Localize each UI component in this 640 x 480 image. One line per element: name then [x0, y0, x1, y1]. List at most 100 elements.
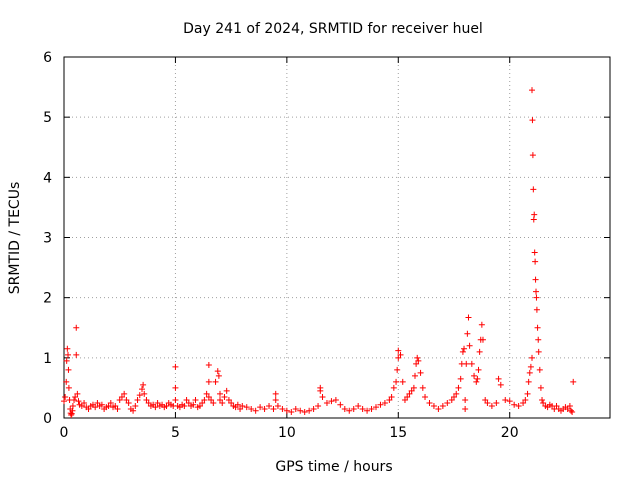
data-point [401, 396, 408, 403]
data-point [482, 396, 489, 403]
data-point [430, 402, 437, 409]
data-point [68, 410, 75, 417]
data-point [125, 399, 132, 406]
data-point [279, 405, 286, 412]
data-point [435, 405, 442, 412]
data-point [292, 405, 299, 412]
data-point [536, 366, 543, 373]
data-point [217, 390, 223, 397]
data-point [399, 378, 406, 385]
data-point [476, 348, 483, 355]
data-point [530, 186, 537, 193]
data-point [214, 368, 221, 375]
data-point [71, 396, 78, 403]
data-point [444, 399, 451, 406]
data-point [368, 405, 375, 412]
data-point [395, 354, 402, 361]
data-point [257, 404, 264, 411]
data-point [532, 276, 539, 283]
data-point [139, 386, 145, 393]
data-point [239, 402, 246, 409]
data-point [323, 399, 330, 406]
data-point [534, 324, 541, 331]
data-point [466, 342, 473, 349]
data-point [221, 393, 228, 400]
data-point [205, 378, 212, 385]
data-point [92, 404, 99, 411]
data-point [203, 390, 210, 397]
data-point [525, 378, 532, 385]
data-point [105, 402, 112, 409]
data-point [488, 402, 495, 409]
data-point [459, 348, 466, 355]
data-point [317, 387, 324, 394]
data-point [81, 399, 88, 406]
x-tick-label: 15 [389, 425, 407, 441]
data-point [346, 407, 353, 414]
data-point [306, 407, 313, 414]
data-point [497, 381, 504, 388]
data-point [201, 396, 208, 403]
data-point [422, 393, 429, 400]
y-tick-label: 1 [43, 351, 52, 367]
data-point [531, 249, 538, 256]
data-point [457, 375, 464, 382]
data-point [493, 399, 500, 406]
data-point [183, 396, 190, 403]
data-point [553, 402, 560, 409]
data-point [274, 402, 281, 409]
data-point [217, 396, 223, 403]
data-point [478, 321, 485, 328]
y-axis-label: SRMTID / TECUs [7, 182, 23, 295]
data-point [404, 393, 411, 400]
data-point [301, 408, 308, 415]
data-point [219, 399, 226, 406]
data-point [121, 390, 128, 397]
data-point [465, 314, 472, 321]
grid-lines [64, 57, 610, 418]
data-point [140, 381, 147, 388]
data-point [526, 369, 533, 376]
data-point [502, 396, 509, 403]
data-point [462, 396, 469, 403]
data-point [532, 258, 539, 265]
data-point [272, 390, 279, 397]
y-tick-label: 0 [43, 411, 52, 427]
data-point [511, 401, 518, 408]
data-point [261, 405, 268, 412]
data-point [412, 372, 418, 379]
data-point [355, 402, 362, 409]
data-point [453, 390, 460, 397]
data-point [515, 402, 522, 409]
data-point [210, 399, 217, 406]
data-point [426, 399, 433, 406]
data-point [272, 396, 279, 403]
data-point [74, 390, 81, 397]
data-point [479, 336, 486, 343]
data-point [462, 405, 469, 412]
data-point [185, 399, 192, 406]
data-point [388, 393, 395, 400]
data-point [208, 396, 215, 403]
data-point [107, 399, 114, 406]
data-point [529, 117, 536, 124]
data-point [143, 396, 150, 403]
data-point [533, 294, 540, 301]
data-point [410, 384, 417, 391]
data-point [63, 357, 70, 364]
data-point [359, 405, 366, 412]
data-point [123, 396, 130, 403]
data-point [132, 402, 139, 409]
data-point [408, 387, 415, 394]
data-point [540, 399, 547, 406]
data-point [152, 404, 159, 411]
data-point [75, 398, 82, 405]
data-point [468, 360, 475, 367]
data-point [417, 369, 424, 376]
data-point [116, 396, 123, 403]
data-point [395, 347, 402, 354]
data-point [419, 384, 426, 391]
data-point [475, 366, 482, 373]
data-point [205, 393, 212, 400]
data-point [141, 390, 148, 397]
